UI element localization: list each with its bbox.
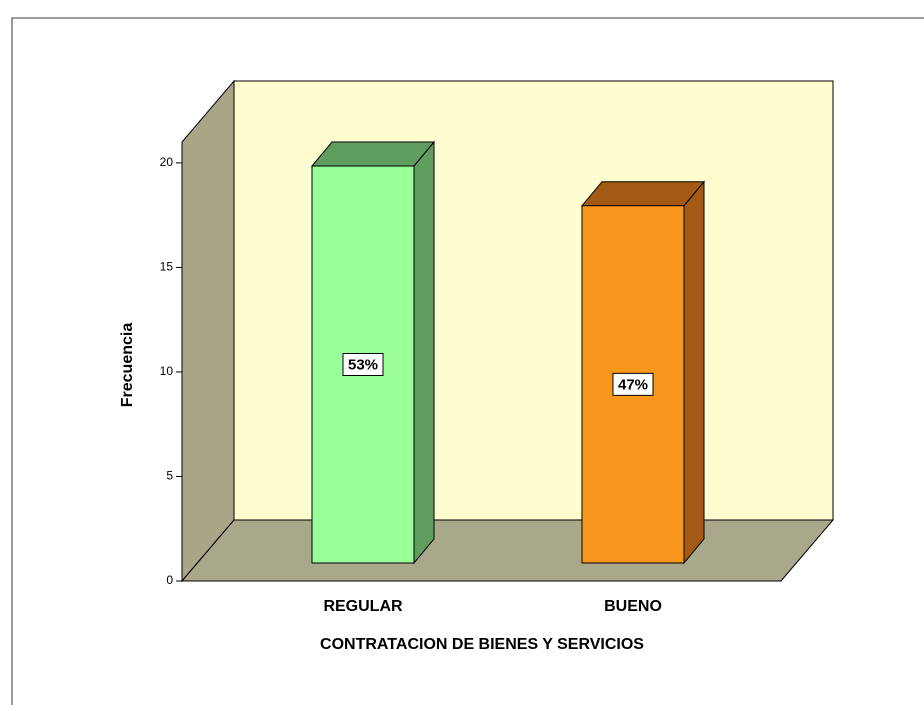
y-tick-label: 15 bbox=[160, 260, 174, 274]
data-label: 53% bbox=[348, 356, 378, 373]
data-label-box bbox=[342, 353, 384, 376]
y-axis-title: Frecuencia bbox=[119, 323, 136, 408]
x-tick-label: REGULAR bbox=[323, 598, 403, 615]
y-tick-label: 0 bbox=[166, 573, 173, 587]
bar-top bbox=[310, 141, 436, 167]
y-tick-label: 10 bbox=[160, 364, 174, 378]
frame bbox=[11, 17, 924, 705]
x-axis-title: CONTRATACION DE BIENES Y SERVICIOS bbox=[320, 636, 644, 653]
data-label: 47% bbox=[618, 376, 648, 393]
y-tick-label: 20 bbox=[160, 155, 174, 169]
bar-side bbox=[683, 180, 705, 565]
bar-top bbox=[580, 181, 706, 207]
data-label-box bbox=[612, 372, 654, 396]
floor bbox=[180, 519, 835, 582]
bar-side bbox=[413, 140, 435, 565]
y-tick-label: 5 bbox=[166, 469, 173, 483]
side-wall bbox=[181, 79, 235, 583]
x-tick-label: BUENO bbox=[604, 598, 662, 615]
